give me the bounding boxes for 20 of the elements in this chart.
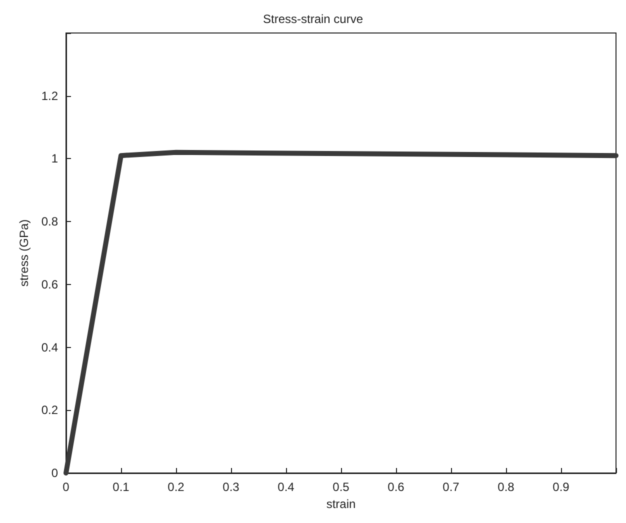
y-axis-title: stress (GPa) — [17, 219, 31, 287]
x-axis-title: strain — [326, 496, 356, 511]
x-tick-label: 0.2 — [168, 480, 185, 494]
x-tick-label: 0.1 — [112, 480, 130, 494]
x-tick-label: 0.5 — [332, 480, 350, 494]
x-tick-label: 0.4 — [278, 480, 295, 494]
x-tick-label: 0.7 — [442, 480, 460, 494]
chart-title: Stress-strain curve — [262, 12, 364, 26]
y-tick-label: 1.2 — [41, 88, 58, 103]
x-tick-label: 0.9 — [552, 480, 570, 494]
y-tick-label: 0.8 — [41, 214, 58, 229]
x-tick-label: 0.3 — [222, 480, 240, 494]
y-tick-label: 0.2 — [41, 403, 58, 418]
x-tick-label: 0 — [62, 480, 70, 494]
y-tick-label: 0.6 — [41, 277, 58, 292]
x-tick-label: 0.6 — [388, 480, 405, 494]
x-tick-label: 0.8 — [498, 480, 515, 494]
y-tick-label: 1 — [51, 152, 58, 166]
y-tick-label: 0.4 — [41, 340, 58, 354]
y-tick-label: 0 — [51, 466, 58, 480]
